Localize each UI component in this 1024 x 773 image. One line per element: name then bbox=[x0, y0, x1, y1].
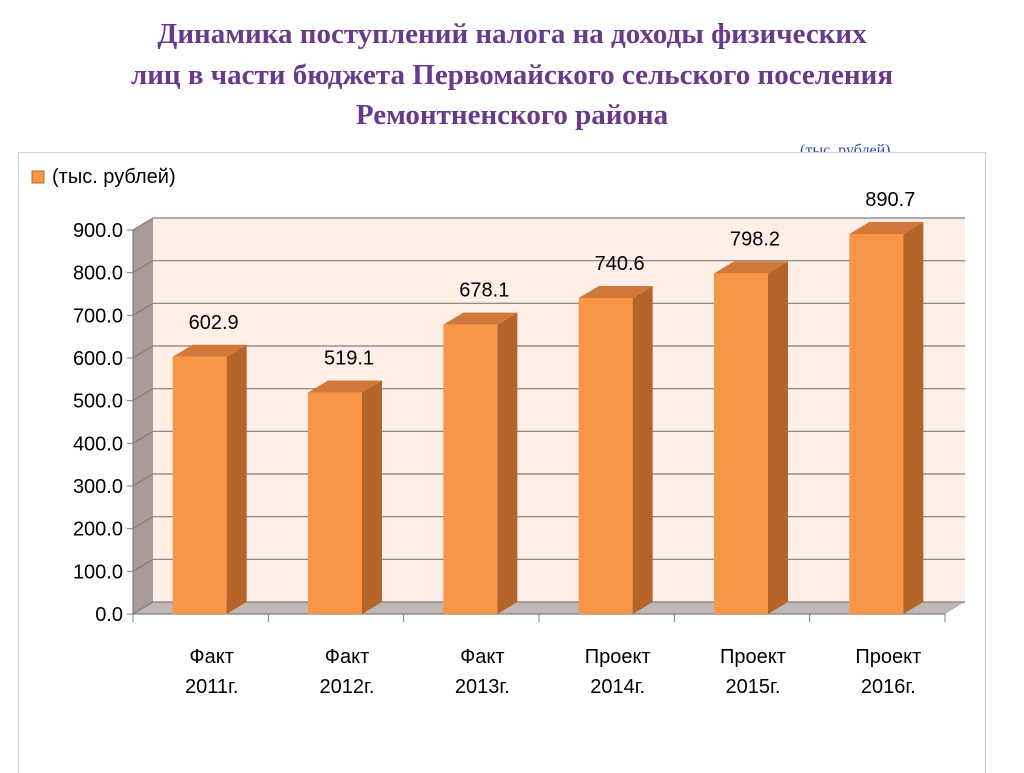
bar-side bbox=[497, 312, 518, 614]
x-category-label: Факт bbox=[325, 646, 369, 668]
data-label: 740.6 bbox=[595, 253, 645, 275]
data-label: 602.9 bbox=[189, 312, 239, 334]
y-tick-label: 600.0 bbox=[73, 348, 123, 370]
y-tick-label: 0.0 bbox=[95, 604, 123, 626]
bar bbox=[714, 273, 768, 614]
x-category-label: Проект bbox=[720, 646, 786, 668]
title-line-3: Ремонтненского района bbox=[355, 99, 669, 132]
x-category-label: Проект bbox=[585, 646, 651, 668]
bar bbox=[172, 356, 227, 614]
y-tick-label: 800.0 bbox=[73, 263, 123, 285]
bar bbox=[308, 392, 362, 614]
units-note-clipped: (тыс. рублей) bbox=[800, 138, 950, 152]
legend-swatch bbox=[31, 170, 45, 184]
y-tick-label: 400.0 bbox=[73, 433, 123, 455]
bar bbox=[578, 298, 633, 614]
x-category-label: 2016г. bbox=[861, 676, 916, 698]
bar-side bbox=[632, 286, 653, 614]
page-title: Динамика поступлений налога на доходы фи… bbox=[0, 14, 1024, 136]
bar-top bbox=[849, 221, 924, 234]
gridline bbox=[132, 345, 965, 359]
gridline bbox=[132, 302, 965, 316]
legend-label: (тыс. рублей) bbox=[52, 166, 176, 188]
bar-top bbox=[172, 344, 247, 357]
units-note-text: (тыс. рублей) bbox=[800, 142, 891, 152]
x-category-label: 2013г. bbox=[455, 676, 510, 698]
bar-side bbox=[903, 221, 924, 614]
x-category-label: Проект bbox=[855, 646, 921, 668]
bar-side bbox=[768, 261, 788, 614]
gridline bbox=[132, 430, 965, 444]
chart-floor bbox=[133, 602, 965, 614]
x-category-label: 2012г. bbox=[320, 676, 375, 698]
x-category-label: Факт bbox=[460, 646, 504, 668]
bar-side bbox=[226, 344, 247, 614]
gridline bbox=[132, 260, 965, 274]
data-label: 890.7 bbox=[865, 189, 915, 211]
x-category-label: 2014г. bbox=[590, 676, 645, 698]
y-tick-label: 200.0 bbox=[73, 519, 123, 541]
title-line-2: лиц в части бюджета Первомайского сельск… bbox=[130, 58, 894, 91]
chart-side-wall bbox=[133, 218, 153, 614]
gridline bbox=[132, 217, 965, 231]
bar-top bbox=[714, 261, 788, 274]
gridline bbox=[132, 601, 965, 615]
title-line-1: Динамика поступлений налога на доходы фи… bbox=[157, 18, 867, 50]
y-tick-label: 500.0 bbox=[73, 391, 123, 413]
gridline bbox=[132, 516, 965, 530]
y-tick-label: 300.0 bbox=[73, 476, 123, 498]
bar-side bbox=[362, 380, 382, 614]
bar bbox=[849, 233, 904, 614]
chart-back-wall bbox=[153, 218, 965, 602]
gridline bbox=[132, 558, 965, 572]
x-category-label: Факт bbox=[189, 646, 233, 668]
y-tick-label: 900.0 bbox=[73, 220, 123, 242]
data-label: 519.1 bbox=[324, 348, 374, 370]
x-category-label: 2015г. bbox=[726, 676, 781, 698]
bar-top bbox=[308, 380, 382, 393]
x-category-label: 2011г. bbox=[185, 676, 238, 698]
bar-top bbox=[443, 312, 518, 325]
y-tick-label: 100.0 bbox=[73, 561, 123, 583]
gridline bbox=[132, 388, 965, 402]
bar-top bbox=[578, 286, 653, 299]
y-tick-label: 700.0 bbox=[73, 305, 123, 327]
gridline bbox=[132, 473, 965, 487]
bar bbox=[443, 324, 498, 614]
data-label: 798.2 bbox=[730, 228, 780, 250]
data-label: 678.1 bbox=[459, 280, 509, 302]
